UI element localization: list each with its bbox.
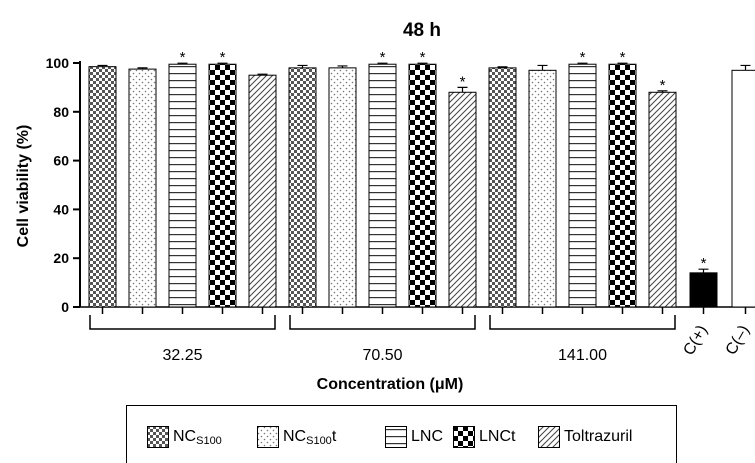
- error-bar: [497, 66, 508, 68]
- error-bar: [457, 86, 468, 93]
- error-bar: [337, 65, 348, 68]
- error-bar: [137, 67, 148, 70]
- legend: NCS100 NCS100t LNC LNCt Toltrazuril: [126, 405, 677, 463]
- group-label: 70.50: [362, 347, 402, 364]
- bar-lnc-3: [568, 63, 597, 308]
- legend-item: NCS100: [147, 425, 222, 449]
- significance-marker: *: [220, 49, 226, 66]
- legend-label: Toltrazuril: [564, 428, 633, 445]
- bar-lnct-1: [208, 63, 237, 308]
- y-tick-label: 80: [53, 104, 69, 120]
- legend-item: LNC: [385, 425, 443, 449]
- group-label: 32.25: [162, 347, 202, 364]
- error-bar: [297, 64, 308, 68]
- significance-marker: *: [701, 255, 707, 272]
- significance-marker: *: [620, 49, 626, 66]
- bar-control-2: [731, 69, 755, 308]
- error-bar: [417, 62, 428, 65]
- legend-swatch: [385, 426, 407, 448]
- y-axis-label: Cell viability (%): [15, 125, 32, 248]
- bar-lnc-2: [368, 63, 397, 308]
- bar-toltrazuril-1: [248, 74, 277, 308]
- group-label: 141.00: [558, 347, 607, 364]
- error-bar: [177, 62, 188, 65]
- error-bar: [537, 64, 548, 71]
- legend-swatch: [147, 426, 169, 448]
- significance-marker: *: [180, 49, 186, 66]
- significance-marker: *: [460, 73, 466, 90]
- y-tick-label: 0: [61, 299, 69, 315]
- bar-nct-3: [528, 69, 557, 308]
- chart-title: 48 h: [403, 20, 441, 41]
- group-bracket: [89, 315, 276, 330]
- y-tick-label: 60: [53, 153, 69, 169]
- error-bar: [257, 73, 268, 76]
- error-bar: [97, 64, 108, 67]
- bar-nc-2: [288, 67, 317, 308]
- significance-marker: *: [420, 49, 426, 66]
- bars-layer: * * * * * * * * *: [88, 49, 755, 308]
- legend-label: LNCt: [479, 428, 516, 445]
- legend-swatch: [538, 426, 560, 448]
- y-tick-label: 20: [53, 250, 69, 266]
- error-bar: [617, 62, 628, 65]
- legend-item: Toltrazuril: [538, 425, 632, 449]
- control-label: C(–): [723, 323, 753, 358]
- group-bracket: [289, 315, 476, 330]
- bar-control-1: [689, 272, 718, 308]
- legend-item: LNCt: [453, 425, 515, 449]
- error-bar: [698, 268, 709, 273]
- legend-item: NCS100t: [257, 425, 336, 449]
- y-tick-label: 40: [53, 201, 69, 217]
- legend-swatch: [453, 426, 475, 448]
- bar-toltrazuril-2: [448, 91, 477, 308]
- significance-marker: *: [660, 77, 666, 94]
- x-axis-label: Concentration (μM): [317, 376, 464, 393]
- error-bar: [577, 62, 588, 65]
- error-bar: [657, 90, 668, 93]
- error-bar: [217, 62, 228, 65]
- legend-label: NCS100t: [283, 427, 337, 447]
- significance-marker: *: [380, 49, 386, 66]
- bar-nct-1: [128, 68, 157, 308]
- bar-toltrazuril-3: [648, 91, 677, 308]
- significance-marker: *: [580, 49, 586, 66]
- control-label: C(+): [680, 323, 711, 359]
- bar-lnct-3: [608, 63, 637, 308]
- y-tick-label: 100: [46, 55, 70, 71]
- group-bracket: [489, 315, 676, 330]
- legend-swatch: [257, 426, 279, 448]
- error-bar: [740, 64, 751, 71]
- error-bar: [377, 62, 388, 65]
- bar-nc-1: [88, 66, 117, 308]
- bar-lnct-2: [408, 63, 437, 308]
- legend-label: LNC: [411, 428, 444, 445]
- bar-nc-3: [488, 67, 517, 308]
- bar-nct-2: [328, 67, 357, 308]
- legend-label: NCS100: [173, 427, 222, 447]
- bar-lnc-1: [168, 63, 197, 308]
- group-brackets: 32.25 70.50 141.00 C(+) C(–): [89, 307, 753, 364]
